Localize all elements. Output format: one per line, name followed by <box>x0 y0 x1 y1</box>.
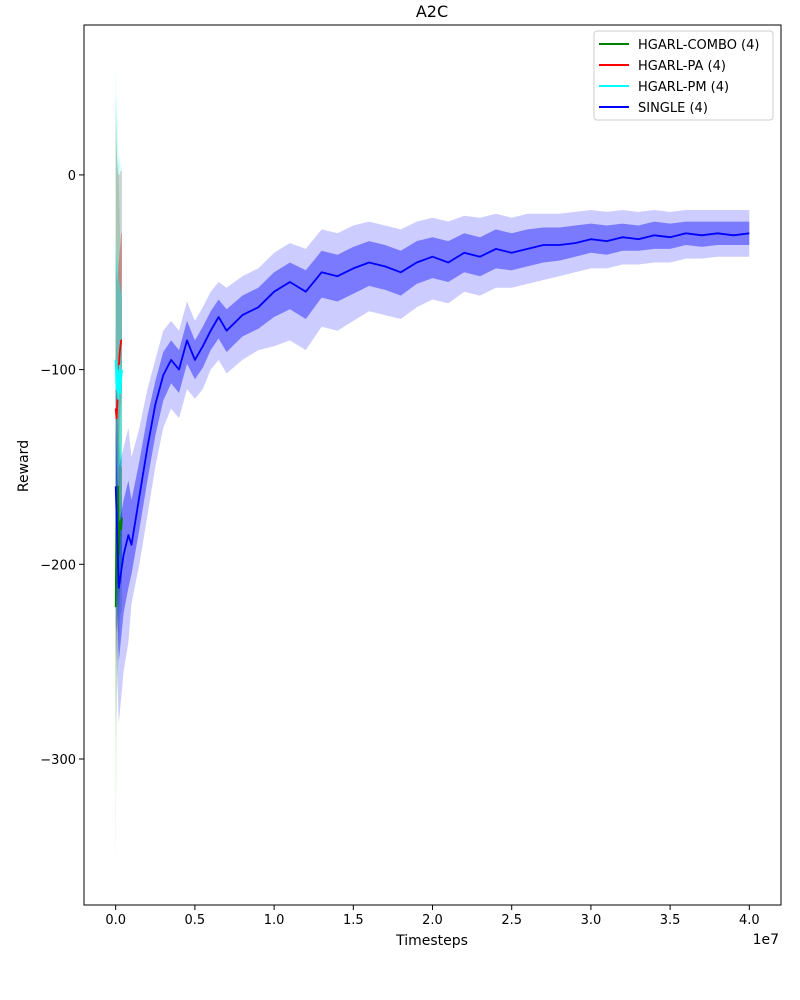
plot-frame <box>83 24 782 906</box>
line-series-2 <box>114 359 123 400</box>
x-tick-label: 1.0 <box>264 913 285 928</box>
x-tick-label: 2.0 <box>422 913 443 928</box>
legend-label: HGARL-COMBO (4) <box>638 38 759 53</box>
y-axis: 0 −100 −200 −300 <box>40 169 84 768</box>
y-tick-label: 0 <box>68 169 76 184</box>
chart-title: A2C <box>416 2 448 21</box>
outer-band-series-0 <box>115 97 122 867</box>
x-tick-label: 4.0 <box>739 913 760 928</box>
confidence-bands <box>115 67 750 867</box>
line-series-3 <box>114 232 750 589</box>
y-tick-label: −200 <box>40 558 76 573</box>
legend-box <box>593 30 774 121</box>
outer-band-series-2 <box>115 67 122 623</box>
y-tick-label: −100 <box>40 364 76 379</box>
y-tick-label: −300 <box>40 753 76 768</box>
legend-label: SINGLE (4) <box>638 101 708 116</box>
x-axis-offset-label: 1e7 <box>753 932 779 948</box>
x-tick-label: 3.0 <box>581 913 602 928</box>
x-tick-label: 1.5 <box>343 913 364 928</box>
y-axis-label: Reward <box>16 440 32 492</box>
x-axis: 0.0 0.5 1.0 1.5 2.0 2.5 3.0 3.5 4.0 <box>105 905 760 928</box>
outer-band-series-3 <box>115 210 750 724</box>
x-tick-label: 2.5 <box>501 913 522 928</box>
legend-label: HGARL-PM (4) <box>638 80 729 95</box>
x-axis-label: Timesteps <box>395 933 468 949</box>
legend: HGARL-COMBO (4) HGARL-PA (4) HGARL-PM (4) S… <box>593 30 774 121</box>
x-tick-label: 0.5 <box>185 913 206 928</box>
x-tick-label: 0.0 <box>105 913 126 928</box>
series-lines <box>114 232 750 608</box>
legend-label: HGARL-PA (4) <box>638 59 726 74</box>
x-tick-label: 3.5 <box>660 913 681 928</box>
